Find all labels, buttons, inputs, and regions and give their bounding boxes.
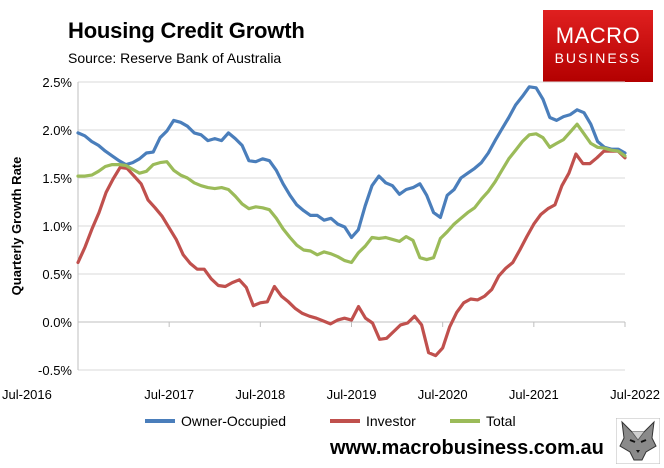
x-tick-label: Jul-2020 xyxy=(418,387,468,402)
legend-label-total: Total xyxy=(486,413,516,429)
series-line-owner-occupied xyxy=(76,85,627,240)
legend: Owner-Occupied Investor Total xyxy=(0,413,664,433)
y-axis-label: Quarterly Growth Rate xyxy=(9,157,24,296)
series-layer xyxy=(76,85,627,358)
website-url: www.macrobusiness.com.au xyxy=(330,437,604,459)
x-tick-label: Jul-2022 xyxy=(610,387,660,402)
legend-item-investor: Investor xyxy=(330,413,416,429)
x-tick-label: Jul-2018 xyxy=(235,387,285,402)
legend-swatch-total xyxy=(450,419,480,423)
series-line-total xyxy=(76,122,627,265)
x-tick-label: Jul-2021 xyxy=(509,387,559,402)
series-line-investor xyxy=(76,149,627,358)
y-tick-labels: -0.5% 0.0% 0.5% 1.0% 1.5% 2.0% 2.5% xyxy=(38,75,72,378)
macrobusiness-logo: MACRO BUSINESS xyxy=(543,10,653,82)
x-tick-label: Jul-2016 xyxy=(2,387,52,402)
axes xyxy=(77,82,626,370)
y-tick-label: 1.5% xyxy=(42,171,72,186)
chart-title: Housing Credit Growth xyxy=(68,18,305,43)
line-chart: -0.5%0.0%0.5%1.0%1.5%2.0%2.5% Jul-2016 Ju… xyxy=(2,75,660,402)
y-tick-label: 2.0% xyxy=(42,123,72,138)
x-tick-label: Jul-2019 xyxy=(327,387,377,402)
legend-item-total: Total xyxy=(450,413,516,429)
logo-line1: MACRO xyxy=(555,23,641,48)
legend-label-owner-occupied: Owner-Occupied xyxy=(181,413,287,429)
legend-swatch-investor xyxy=(330,419,360,423)
legend-swatch-owner-occupied xyxy=(145,419,175,423)
x-tick-label: Jul-2017 xyxy=(144,387,194,402)
x-tick-labels: Jul-2016 Jul-2017 Jul-2018 Jul-2019 Jul-2020… xyxy=(2,387,660,402)
chart-subtitle: Source: Reserve Bank of Australia xyxy=(68,50,282,66)
y-tick-label: 0.5% xyxy=(42,267,72,282)
legend-item-owner-occupied: Owner-Occupied xyxy=(145,413,286,429)
logo-line2: BUSINESS xyxy=(554,50,642,66)
y-tick-label: -0.5% xyxy=(38,363,72,378)
wolf-icon xyxy=(616,418,660,464)
y-tick-label: 2.5% xyxy=(42,75,72,90)
legend-label-investor: Investor xyxy=(366,413,416,429)
y-tick-label: 0.0% xyxy=(42,315,72,330)
y-tick-label: 1.0% xyxy=(42,219,72,234)
